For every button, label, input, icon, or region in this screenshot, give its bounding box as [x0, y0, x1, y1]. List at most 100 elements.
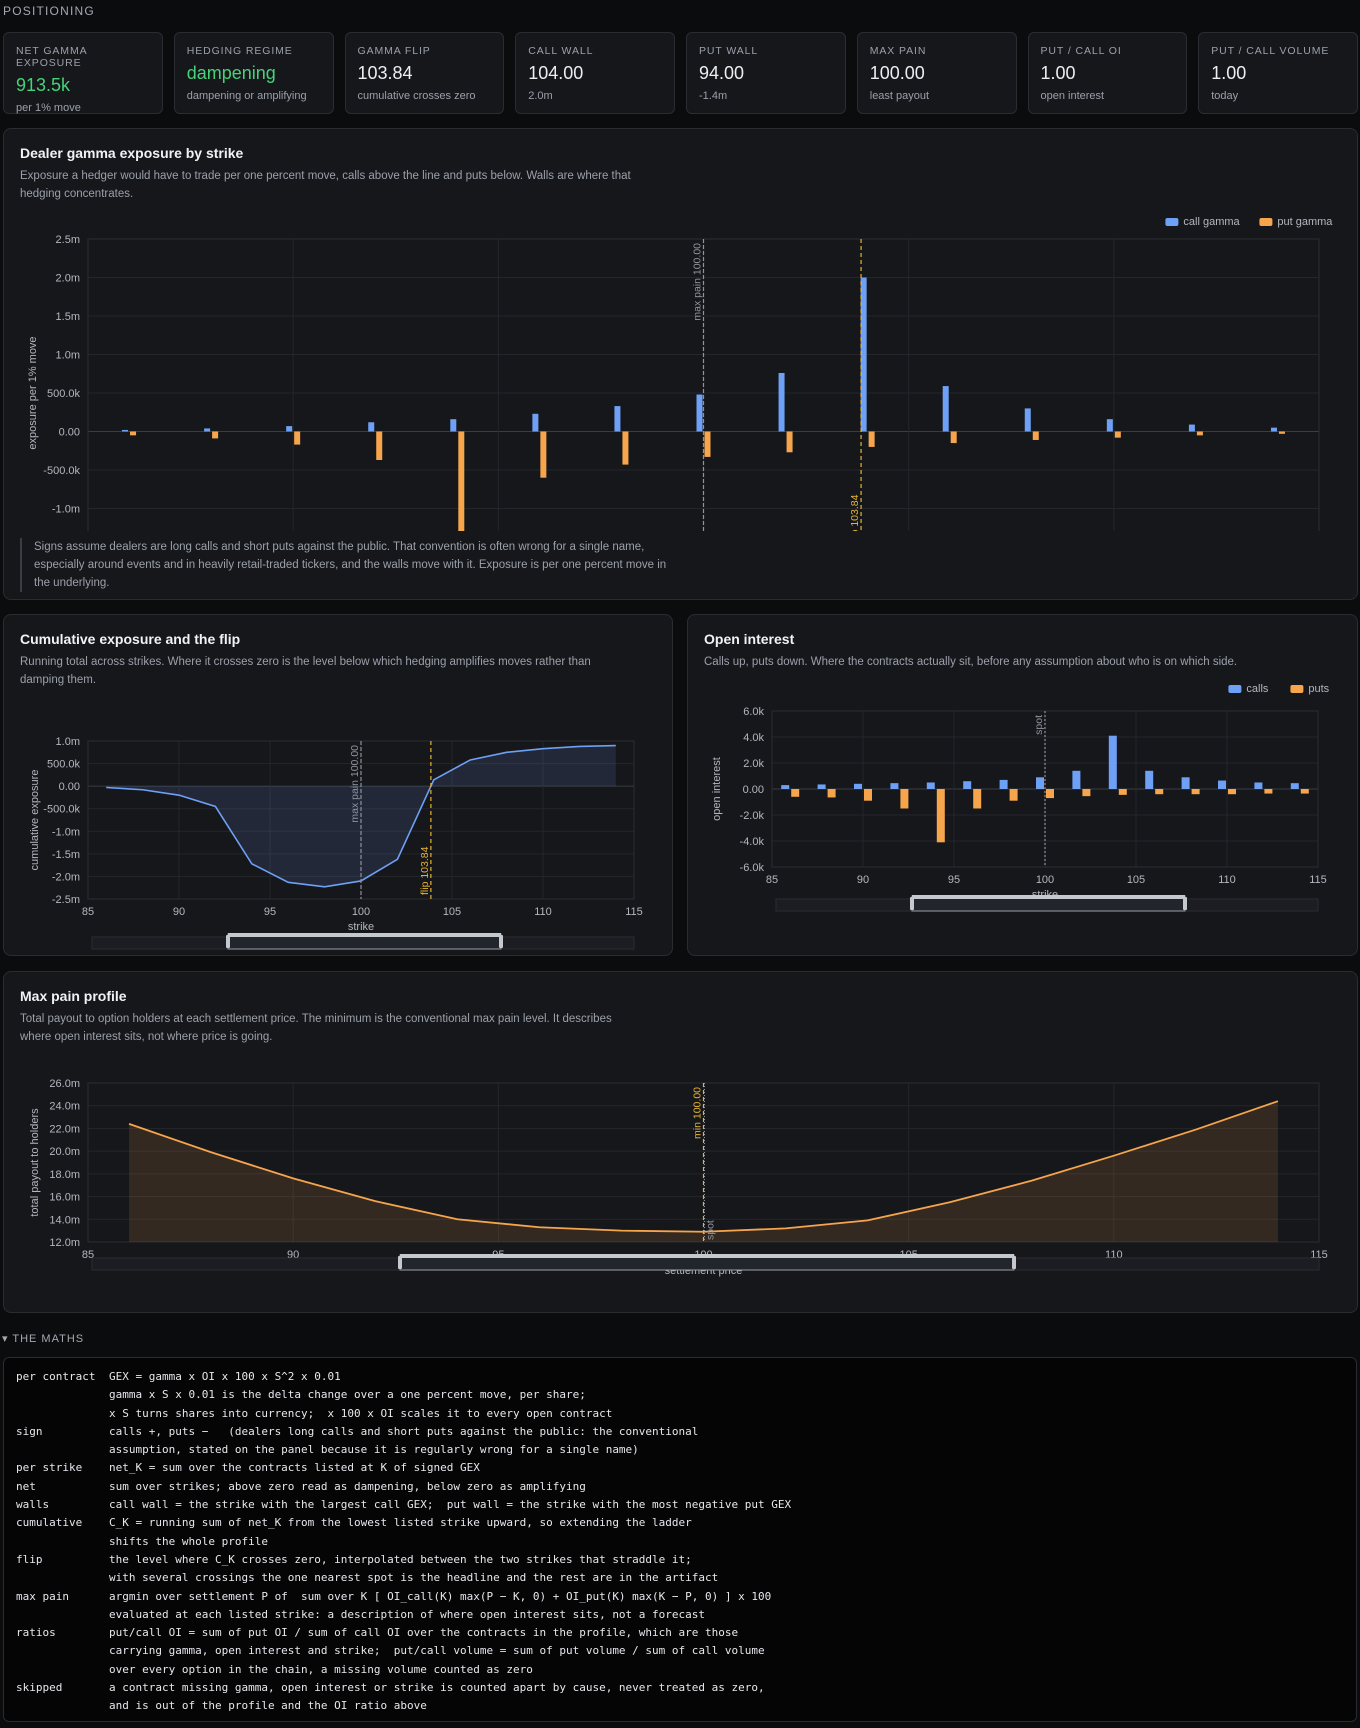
maths-row: evaluated at each listed strike: a descr…: [16, 1606, 1344, 1624]
put-bar: [376, 431, 383, 460]
x-tick-label: 85: [82, 1249, 94, 1261]
call-bar: [1072, 770, 1081, 789]
call-bar: [122, 429, 129, 432]
maths-row: flip the level where C_K crosses zero, in…: [16, 1551, 1344, 1569]
put-bar: [1278, 431, 1285, 434]
card-label: HEDGING REGIME: [186, 45, 293, 57]
legend-swatch-put: [1259, 218, 1273, 226]
legend-label: calls: [1246, 683, 1269, 695]
desc-line: hedging concentrates.: [20, 188, 134, 200]
maths-value: argmin over settlement P of sum over K […: [109, 1589, 772, 1603]
desc-line: damping them.: [20, 674, 97, 686]
put-bar: [704, 431, 711, 457]
maths-key: ratios: [16, 1626, 56, 1640]
x-tick-label: 105: [443, 906, 461, 918]
panel-gex: Dealer gamma exposure by strike Exposure…: [3, 128, 1358, 600]
range-slider-handle-right: [1183, 897, 1187, 910]
maths-key: [16, 1661, 109, 1679]
put-bar: [540, 431, 547, 478]
maths-row: x S turns shares into currency; x 100 x …: [16, 1405, 1344, 1423]
y-tick-label: 12.0m: [49, 1237, 80, 1249]
put-bar: [1300, 789, 1309, 794]
marker-label: flip 103.84: [419, 846, 431, 895]
x-tick-label: 90: [857, 874, 869, 886]
card-value: dampening: [186, 63, 276, 83]
range-slider-bar: [228, 933, 501, 937]
put-bar: [950, 431, 957, 444]
x-tick-label: 90: [173, 906, 185, 918]
maths-row: cumulative C_K = running sum of net_K fro…: [16, 1514, 1344, 1532]
range-slider-handle-right: [499, 935, 503, 948]
call-bar: [450, 419, 457, 432]
call-bar: [999, 779, 1008, 789]
call-bar: [1106, 419, 1113, 432]
put-bar: [973, 789, 982, 809]
x-tick-label: 95: [948, 874, 960, 886]
card-value: 104.00: [528, 63, 584, 83]
call-bar: [1108, 735, 1117, 789]
card-sub: today: [1211, 90, 1239, 102]
call-bar: [204, 428, 211, 432]
y-tick-label: -2.0m: [52, 871, 80, 883]
call-bar: [286, 426, 293, 432]
maths-key: net: [16, 1479, 36, 1493]
maths-toggle[interactable]: ▾ THE MATHS: [2, 1333, 85, 1345]
legend-swatch-call: [1165, 218, 1179, 226]
x-tick-label: 105: [1127, 874, 1145, 886]
call-bar: [942, 386, 949, 432]
put-bar: [1155, 789, 1164, 795]
put-bar: [1228, 789, 1236, 795]
convention-note: Signs assume dealers are long calls and …: [20, 538, 720, 592]
x-tick-label: 115: [625, 906, 643, 918]
maths-row: walls call wall = the strike with the lar…: [16, 1496, 1344, 1514]
put-bar: [130, 431, 137, 436]
maths-row: shifts the whole profile: [16, 1533, 1344, 1551]
call-bar: [696, 394, 703, 432]
y-tick-label: -2.0k: [740, 810, 765, 822]
x-tick-label: 95: [264, 906, 276, 918]
open-interest-chart[interactable]: -6.0k -4.0k -2.0k 0.00 2.0k 4.0k 6.0k 85 90 95 100…: [688, 680, 1357, 950]
y-tick-label: 0.00: [59, 781, 80, 793]
put-bar: [936, 789, 945, 843]
card-value: 913.5k: [16, 75, 71, 95]
maths-key: [16, 1642, 109, 1660]
gex-chart[interactable]: -1.5m-1.0m-500.0k0.00500.0k1.0m1.5m2.0m2…: [4, 209, 1357, 531]
put-bar: [900, 789, 909, 809]
call-bar: [1024, 408, 1031, 432]
put-bar: [1114, 431, 1121, 438]
maths-key: [16, 1697, 109, 1715]
maths-row: ratios put/call OI = sum of put OI / sum …: [16, 1624, 1344, 1642]
max-pain-chart[interactable]: 12.0m 14.0m 16.0m 18.0m 20.0m 22.0m 24.0m 26.0m…: [4, 1052, 1357, 1307]
card-net-gamma: NET GAMMA EXPOSURE 913.5k per 1% move: [3, 32, 163, 114]
y-axis-label: cumulative exposure: [29, 770, 41, 871]
card-value: 1.00: [1040, 63, 1076, 83]
y-tick-label: 0.00: [743, 784, 764, 796]
maths-value: call wall = the strike with the largest …: [109, 1498, 792, 1512]
maths-key: [16, 1405, 109, 1423]
y-tick-label: 4.0k: [743, 732, 764, 744]
put-bar: [1264, 789, 1273, 794]
maths-key: skipped: [16, 1681, 63, 1695]
call-bar: [1290, 783, 1299, 789]
maths-value: net_K = sum over the contracts listed at…: [109, 1461, 480, 1475]
cumulative-chart[interactable]: -2.5m -2.0m -1.5m -1.0m -500.0k 0.00 500.0k 1.0…: [4, 710, 672, 950]
maths-block: per contract GEX = gamma x OI x 100 x S^2…: [3, 1357, 1357, 1722]
put-bar: [1196, 431, 1203, 436]
y-tick-label: 18.0m: [49, 1169, 80, 1181]
y-tick-label: 1.0m: [56, 350, 80, 362]
maths-value: the level where C_K crosses zero, interp…: [109, 1552, 692, 1566]
maths-value: put/call OI = sum of put OI / sum of cal…: [109, 1626, 739, 1640]
maths-key: [16, 1533, 109, 1551]
call-bar: [778, 372, 785, 432]
card-hedging-regime: HEDGING REGIME dampening dampening or am…: [173, 32, 334, 114]
put-bar: [1191, 789, 1200, 795]
note-line: Signs assume dealers are long calls and …: [34, 541, 645, 553]
maths-key: flip: [16, 1552, 43, 1566]
marker-label: spot: [1033, 715, 1045, 735]
card-label: PUT / CALL OI: [1040, 45, 1122, 57]
call-bar: [1036, 777, 1044, 789]
y-tick-label: 2.5m: [56, 234, 80, 246]
maths-row: per contract GEX = gamma x OI x 100 x S^2…: [16, 1368, 1344, 1386]
y-tick-label: -1.0m: [52, 504, 80, 516]
maths-value: a contract missing gamma, open interest …: [109, 1681, 765, 1695]
